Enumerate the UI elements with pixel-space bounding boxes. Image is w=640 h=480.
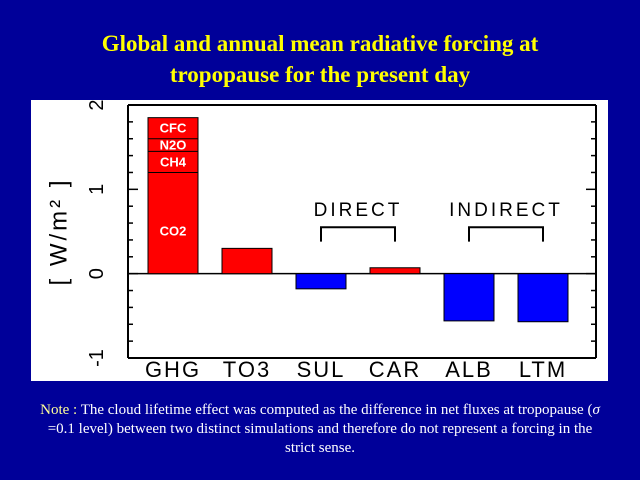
bar-alb <box>443 273 495 322</box>
ghg-segment-label-ch4: CH4 <box>160 154 187 169</box>
ghg-segment-label-cfc: CFC <box>160 121 187 136</box>
ghg-segment-label-co2: CO2 <box>160 224 187 239</box>
group-label-indirect: INDIRECT <box>449 200 563 221</box>
x-tick-label-car: CAR <box>369 357 421 381</box>
group-label-direct: DIRECT <box>314 200 403 221</box>
bar-ltm <box>517 273 569 323</box>
bar-to3 <box>221 247 273 275</box>
bar-ghg <box>147 117 199 275</box>
footnote-lead: Note : <box>40 402 78 418</box>
x-tick-label-ghg: GHG <box>145 357 201 381</box>
slide-title-line-1: Global and annual mean radiative forcing… <box>101 31 539 56</box>
slide-title: Global and annual mean radiative forcing… <box>0 28 640 90</box>
x-tick-label-alb: ALB <box>445 357 493 381</box>
x-tick-label-ltm: LTM <box>519 357 567 381</box>
footnote: Note : The cloud lifetime effect was com… <box>40 401 600 458</box>
y-tick-label: -1 <box>86 349 108 367</box>
x-tick-label-to3: TO3 <box>223 357 271 381</box>
y-tick-label: 1 <box>86 184 108 195</box>
bar-sul <box>295 273 347 290</box>
y-axis-label: [ W/m² ] <box>46 178 73 286</box>
footnote-text-2: =0.1 level) between two distinct simulat… <box>47 421 593 456</box>
chart-panel: -1 0 1 2 [ W/m² ] CO2 CH4 N2O CFC GHG TO3 SUL CAR ALB… <box>31 100 608 381</box>
group-bracket-direct <box>320 226 396 242</box>
group-bracket-indirect <box>468 226 544 242</box>
y-tick-label: 2 <box>86 100 108 111</box>
ghg-segment-label-n2o: N2O <box>160 138 187 153</box>
footnote-text-1: The cloud lifetime effect was computed a… <box>77 402 593 418</box>
slide-title-line-2: tropopause for the present day <box>169 62 471 87</box>
bar-car <box>369 267 421 275</box>
y-tick-label: 0 <box>86 268 108 279</box>
sigma-symbol: σ <box>592 402 600 418</box>
x-tick-label-sul: SUL <box>297 357 346 381</box>
